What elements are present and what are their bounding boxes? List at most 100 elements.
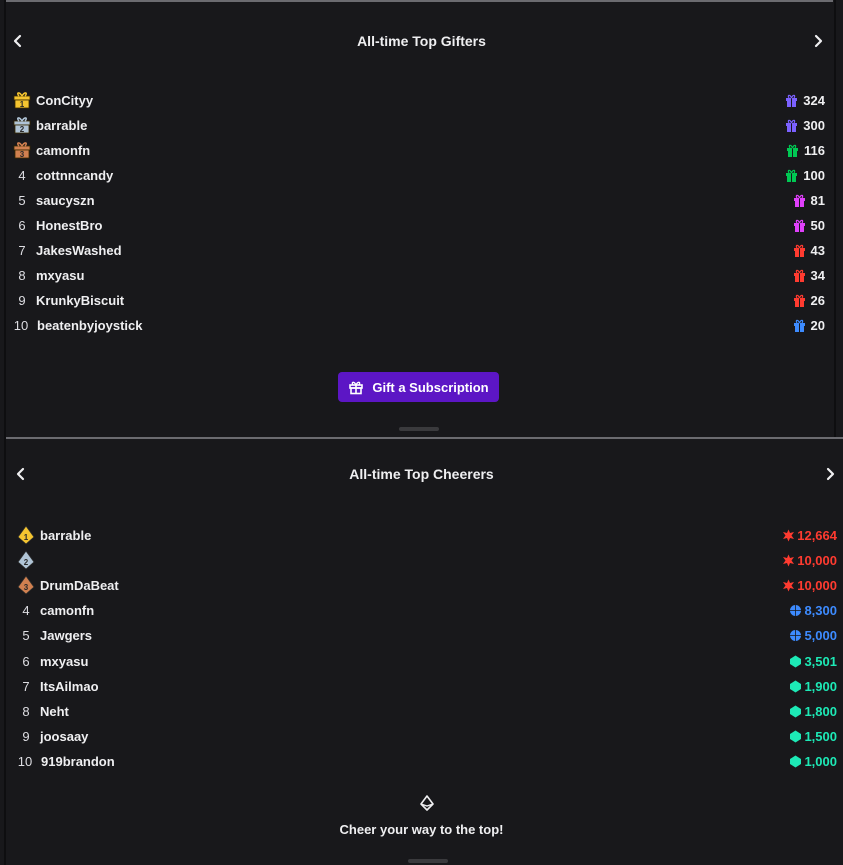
cheerer-row[interactable]: 5 Jawgers 5,000 xyxy=(16,625,837,647)
gifter-row[interactable]: 9 KrunkyBiscuit 26 xyxy=(12,289,825,311)
gifter-name[interactable]: mxyasu xyxy=(36,267,85,283)
gift-count: 20 xyxy=(793,318,825,333)
bits-amount: 5,000 xyxy=(789,628,837,643)
gift-count: 300 xyxy=(785,118,825,133)
rank-number: 10 xyxy=(13,317,29,333)
panel-divider xyxy=(5,437,843,439)
gift-count: 100 xyxy=(785,168,825,183)
bits-icon xyxy=(790,655,802,667)
cheerer-row[interactable]: 3 DrumDaBeat 10,000 xyxy=(16,574,837,596)
gift-icon xyxy=(786,94,798,107)
cheerer-row[interactable]: 7 ItsAilmao 1,900 xyxy=(16,675,837,697)
gifters-header: All-time Top Gifters xyxy=(0,28,843,54)
gift-subscription-button[interactable]: Gift a Subscription xyxy=(338,372,499,402)
cheerer-row[interactable]: 9 joosaay 1,500 xyxy=(16,726,837,748)
gifter-name[interactable]: camonfn xyxy=(36,142,91,158)
cheer-rank-badge-icon: 3 xyxy=(17,575,35,595)
gifter-name[interactable]: barrable xyxy=(36,117,88,133)
cheerer-row[interactable]: 2 10,000 xyxy=(16,549,837,571)
gift-icon xyxy=(349,381,364,395)
gift-icon xyxy=(786,169,798,182)
gift-count-value: 116 xyxy=(804,142,825,158)
bits-icon xyxy=(783,554,795,567)
bits-amount-value: 10,000 xyxy=(797,577,837,593)
cheerers-title: All-time Top Cheerers xyxy=(349,466,494,482)
gifter-name[interactable]: HonestBro xyxy=(36,217,103,233)
gift-count-value: 324 xyxy=(803,92,825,108)
gift-icon xyxy=(793,294,805,307)
cheerer-name[interactable]: 919brandon xyxy=(41,754,115,770)
bits-icon xyxy=(420,795,434,811)
cheerer-name[interactable]: Jawgers xyxy=(40,628,93,644)
bits-icon xyxy=(790,755,802,768)
cheerer-row[interactable]: 1 barrable 12,664 xyxy=(16,524,837,546)
bits-icon xyxy=(790,630,802,642)
prev-button[interactable] xyxy=(8,461,34,487)
gifter-row[interactable]: 10 beatenbyjoystick 20 xyxy=(12,314,825,336)
cheerer-row[interactable]: 4 camonfn 8,300 xyxy=(16,600,837,622)
chevron-left-icon xyxy=(16,467,25,481)
gift-rank-badge-icon: 1 xyxy=(13,92,31,109)
gift-count-value: 43 xyxy=(810,242,825,258)
bits-amount-value: 10,000 xyxy=(797,552,837,568)
cheerer-row[interactable]: 8 Neht 1,800 xyxy=(16,700,837,722)
svg-text:1: 1 xyxy=(20,100,25,109)
bits-icon xyxy=(790,730,802,743)
rank-number: 7 xyxy=(18,242,26,258)
gifter-name[interactable]: saucyszn xyxy=(36,192,95,208)
gifter-row[interactable]: 6 HonestBro 50 xyxy=(12,214,825,236)
cheer-rank-badge-icon: 2 xyxy=(17,550,35,570)
bits-amount-value: 1,900 xyxy=(804,678,837,694)
gift-count: 34 xyxy=(793,268,825,283)
gifter-row[interactable]: 1 ConCityy 324 xyxy=(12,89,825,111)
gift-icon xyxy=(786,119,798,132)
next-button[interactable] xyxy=(817,461,843,487)
gifter-name[interactable]: cottnncandy xyxy=(36,167,114,183)
prev-button[interactable] xyxy=(5,28,31,54)
gift-rank-badge-icon: 2 xyxy=(13,117,31,134)
cheerer-name[interactable]: ItsAilmao xyxy=(40,678,99,694)
cheerer-row[interactable]: 10 919brandon 1,000 xyxy=(16,751,837,773)
gift-count-value: 50 xyxy=(810,217,825,233)
bits-amount: 1,500 xyxy=(789,729,837,744)
resize-handle[interactable] xyxy=(399,427,439,431)
gifter-row[interactable]: 2 barrable 300 xyxy=(12,114,825,136)
cheerer-name[interactable]: DrumDaBeat xyxy=(40,577,119,593)
next-button[interactable] xyxy=(805,28,831,54)
cheerer-name[interactable]: joosaay xyxy=(40,729,89,745)
gifter-name[interactable]: ConCityy xyxy=(36,92,94,108)
gifter-row[interactable]: 5 saucyszn 81 xyxy=(12,189,825,211)
gifter-name[interactable]: beatenbyjoystick xyxy=(37,317,143,333)
gifter-name[interactable]: KrunkyBiscuit xyxy=(36,292,125,308)
cheerer-name[interactable]: mxyasu xyxy=(40,653,89,669)
rank-number: 9 xyxy=(18,292,26,308)
gifter-row[interactable]: 4 cottnncandy 100 xyxy=(12,164,825,186)
bits-amount-value: 5,000 xyxy=(804,628,837,644)
rank-number: 6 xyxy=(18,217,26,233)
gift-icon xyxy=(793,219,805,232)
svg-text:2: 2 xyxy=(24,558,29,567)
bits-amount: 1,800 xyxy=(789,704,837,719)
gift-icon xyxy=(793,244,805,257)
gift-count: 43 xyxy=(793,243,825,258)
bits-icon xyxy=(783,579,795,592)
bits-amount-value: 3,501 xyxy=(804,653,837,669)
bits-amount: 10,000 xyxy=(782,553,837,568)
gifter-row[interactable]: 7 JakesWashed 43 xyxy=(12,239,825,261)
bits-icon xyxy=(790,705,802,718)
bits-amount: 1,900 xyxy=(789,679,837,694)
rank-number: 4 xyxy=(22,603,30,619)
resize-handle[interactable] xyxy=(408,859,448,863)
gifter-name[interactable]: JakesWashed xyxy=(36,242,122,258)
gifter-row[interactable]: 8 mxyasu 34 xyxy=(12,264,825,286)
gift-count-value: 34 xyxy=(810,267,825,283)
cheerer-name[interactable]: Neht xyxy=(40,703,69,719)
gift-button-label: Gift a Subscription xyxy=(372,379,489,395)
gift-count: 26 xyxy=(793,293,825,308)
cheerer-name[interactable]: camonfn xyxy=(40,603,95,619)
cheerer-row[interactable]: 6 mxyasu 3,501 xyxy=(16,650,837,672)
gift-icon xyxy=(793,194,805,207)
cheerer-name[interactable]: barrable xyxy=(40,527,92,543)
gifter-row[interactable]: 3 camonfn 116 xyxy=(12,139,825,161)
rank-number: 7 xyxy=(22,678,30,694)
